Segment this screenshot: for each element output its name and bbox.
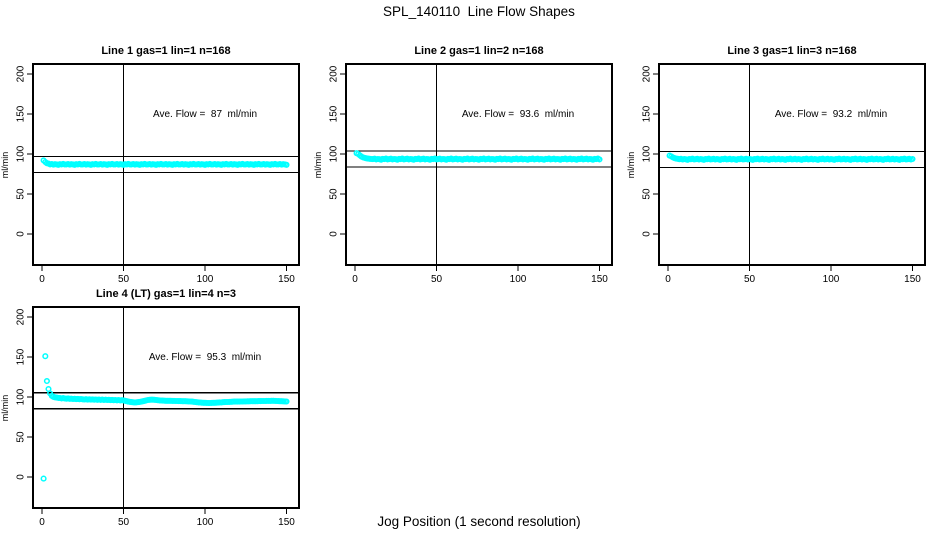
y-axis-label: ml/min	[626, 152, 636, 179]
y-tick-label: 0	[16, 231, 27, 237]
data-point	[596, 156, 603, 163]
y-tick-label: 0	[16, 474, 27, 480]
y-axis-label: ml/min	[313, 152, 323, 179]
ave-flow-annotation: Ave. Flow = 87 ml/min	[153, 109, 257, 120]
x-tick-label: 100	[823, 274, 840, 285]
ave-flow-annotation: Ave. Flow = 95.3 ml/min	[149, 352, 261, 363]
data-point	[909, 155, 916, 163]
x-tick-label: 150	[278, 517, 295, 528]
plot-border	[658, 63, 926, 266]
x-tick-label: 0	[39, 274, 45, 285]
ave-flow-annotation: Ave. Flow = 93.6 ml/min	[462, 109, 574, 120]
subplot-line-1: 0 50 100 150 0 50 100 150 200 Line 1 gas=1 lin=1…	[0, 20, 310, 290]
y-tick-label: 100	[642, 145, 653, 162]
x-tick-label: 0	[352, 274, 358, 285]
data-point	[283, 161, 290, 168]
y-tick-label: 50	[16, 188, 27, 200]
plot-border	[345, 63, 613, 266]
y-tick-label: 100	[16, 145, 27, 162]
plot-area: 0 50 100 150 0 50 100 150 200	[642, 63, 926, 285]
subplot-line-3: 0 50 100 150 0 50 100 150 200 Line 3 gas=1 lin=3…	[626, 20, 936, 290]
y-tick-label: 200	[329, 65, 340, 82]
subplot-title: Line 1 gas=1 lin=1 n=168	[101, 45, 230, 57]
x-tick-label: 50	[431, 274, 443, 285]
plot-border	[32, 63, 300, 266]
plot-svg-line-4: 0 50 100 150 0 50 100 150 200 Line 4 (LT) gas=1 …	[0, 288, 300, 528]
x-tick-label: 0	[39, 517, 45, 528]
y-tick-label: 50	[642, 188, 653, 200]
data-point	[42, 353, 49, 360]
y-tick-label: 150	[642, 105, 653, 122]
x-tick-label: 100	[197, 274, 214, 285]
y-tick-label: 0	[329, 231, 340, 237]
y-tick-label: 0	[642, 231, 653, 237]
ave-flow-annotation: Ave. Flow = 93.2 ml/min	[775, 109, 887, 120]
x-axis-title: Jog Position (1 second resolution)	[377, 514, 581, 529]
y-axis-label: ml/min	[0, 395, 10, 422]
x-tick-label: 50	[118, 274, 130, 285]
y-axis-label: ml/min	[0, 152, 10, 179]
data-point	[283, 398, 290, 405]
y-tick-label: 150	[16, 348, 27, 365]
data-point	[43, 377, 50, 385]
plot-area: 0 50 100 150 0 50 100 150 200	[329, 63, 613, 285]
plot-svg-line-1: 0 50 100 150 0 50 100 150 200 Line 1 gas=1 lin=1…	[0, 45, 300, 285]
y-tick-label: 150	[329, 105, 340, 122]
subplot-line-2: 0 50 100 150 0 50 100 150 200 Line 2 gas=1 lin=2…	[313, 20, 623, 290]
plot-svg-line-2: 0 50 100 150 0 50 100 150 200 Line 2 gas=1 lin=2…	[313, 45, 613, 285]
x-tick-label: 150	[278, 274, 295, 285]
page-title: SPL_140110 Line Flow Shapes	[383, 4, 575, 19]
subplot-title: Line 2 gas=1 lin=2 n=168	[414, 45, 543, 57]
y-tick-label: 150	[16, 105, 27, 122]
y-tick-label: 100	[16, 388, 27, 405]
x-tick-label: 150	[904, 274, 921, 285]
subplot-title: Line 4 (LT) gas=1 lin=4 n=3	[96, 288, 236, 300]
plot-area: 0 50 100 150 0 50 100 150 200	[16, 306, 300, 528]
plot-area: 0 50 100 150 0 50 100 150 200	[16, 63, 300, 285]
plot-border	[32, 306, 300, 509]
y-tick-label: 200	[16, 65, 27, 82]
x-tick-label: 100	[510, 274, 527, 285]
plot-svg-line-3: 0 50 100 150 0 50 100 150 200 Line 3 gas=1 lin=3…	[626, 45, 926, 285]
data-point	[40, 475, 47, 482]
x-tick-label: 50	[118, 517, 130, 528]
y-tick-label: 100	[329, 145, 340, 162]
x-tick-label: 150	[591, 274, 608, 285]
x-tick-label: 50	[744, 274, 756, 285]
subplot-line-4: 0 50 100 150 0 50 100 150 200 Line 4 (LT) gas=1 …	[0, 263, 310, 533]
y-tick-label: 200	[642, 65, 653, 82]
y-tick-label: 50	[329, 188, 340, 200]
y-tick-label: 200	[16, 308, 27, 325]
y-tick-label: 50	[16, 431, 27, 443]
subplot-title: Line 3 gas=1 lin=3 n=168	[727, 45, 856, 57]
x-tick-label: 0	[665, 274, 671, 285]
x-tick-label: 100	[197, 517, 214, 528]
